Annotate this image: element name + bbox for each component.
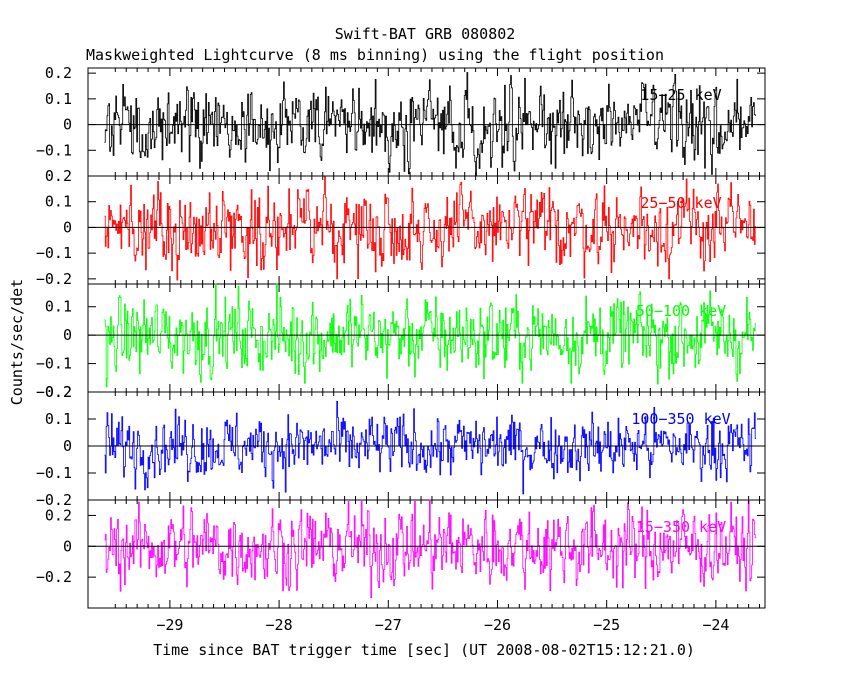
y-tick-label: −0.1	[36, 355, 72, 373]
band-label: 25−50 keV	[640, 194, 721, 212]
x-tick-label: −27	[375, 616, 402, 634]
y-tick-label: 0	[63, 218, 72, 236]
panel-frame	[87, 175, 766, 285]
y-tick-label: −0.2	[36, 270, 72, 288]
y-tick-label: 0	[63, 537, 72, 555]
x-tick-label: −25	[593, 616, 620, 634]
panel-frame	[87, 499, 766, 609]
lightcurve-series	[104, 401, 757, 495]
y-tick-label: 0	[63, 326, 72, 344]
y-tick-label: 0.1	[45, 410, 72, 428]
x-axis-label: Time since BAT trigger time [sec] (UT 20…	[153, 641, 695, 659]
y-tick-label: 0	[63, 437, 72, 455]
y-tick-label: 0.1	[45, 298, 72, 316]
x-tick-label: −24	[702, 616, 729, 634]
lightcurve-series	[104, 72, 757, 177]
band-label: 50−100 keV	[636, 302, 726, 320]
lightcurve-series	[104, 176, 757, 281]
band-label: 15−350 keV	[636, 518, 726, 536]
band-label: 15−25 keV	[640, 86, 721, 104]
y-tick-label: 0.2	[45, 167, 72, 185]
y-tick-label: 0.2	[45, 64, 72, 82]
panel-frame	[87, 283, 766, 393]
band-label: 100−350 keV	[631, 410, 730, 428]
x-tick-label: −29	[156, 616, 183, 634]
y-tick-label: 0.2	[45, 506, 72, 524]
y-tick-label: −0.1	[36, 141, 72, 159]
lightcurve-series	[104, 283, 757, 388]
chart-title: Swift-BAT GRB 080802	[335, 25, 516, 43]
panels-group: 15−25 keV −0.1 0 0.1 0.2 25−50 keV −0.2 −0.1 0 0.…	[36, 64, 766, 634]
y-axis-label: Counts/sec/det	[8, 279, 26, 405]
y-tick-label: 0.1	[45, 193, 72, 211]
x-tick-label: −26	[484, 616, 511, 634]
lightcurve-series	[104, 499, 757, 599]
y-tick-label: −0.2	[36, 568, 72, 586]
y-tick-label: 0.1	[45, 90, 72, 108]
y-tick-label: 0.2	[45, 383, 72, 401]
x-tick-label: −28	[266, 616, 293, 634]
y-tick-label: −0.1	[36, 464, 72, 482]
y-tick-label: −0.1	[36, 244, 72, 262]
y-tick-label: −0.2	[36, 383, 72, 401]
y-tick-label: 0	[63, 116, 72, 134]
chart-subtitle: Maskweighted Lightcurve (8 ms binning) u…	[86, 46, 664, 64]
y-tick-label: −0.2	[36, 491, 72, 509]
